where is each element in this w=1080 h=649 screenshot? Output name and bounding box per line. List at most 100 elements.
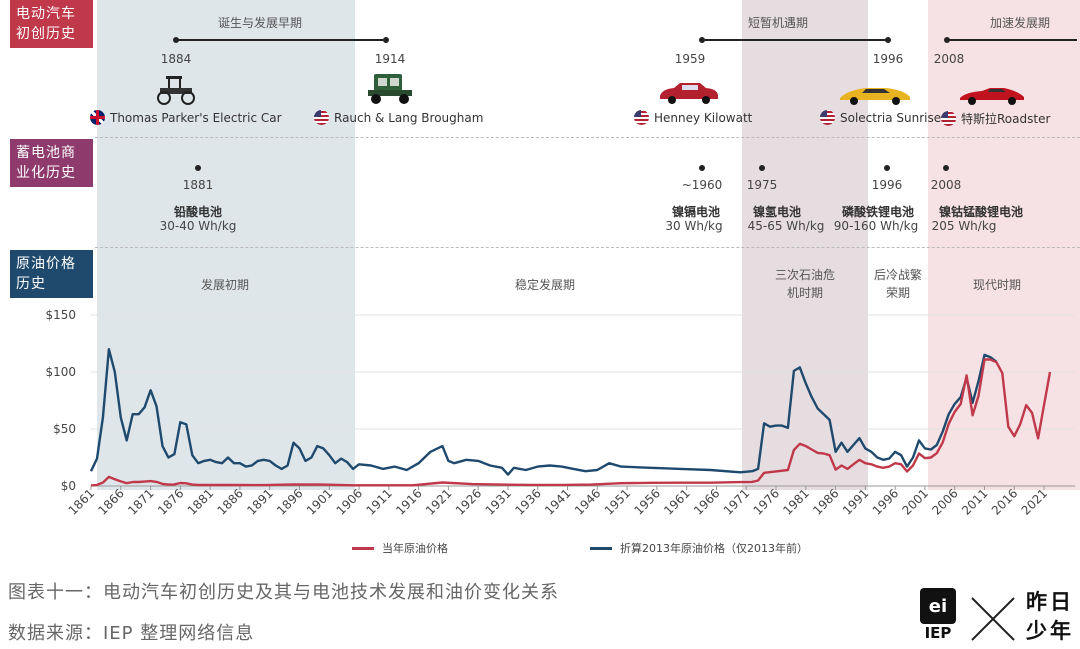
y-tick-label: $150 [45, 308, 76, 322]
ev-period-label: 诞生与发展早期 [217, 16, 302, 30]
battery-name: 镍氢电池 [752, 205, 802, 219]
ev-period-label: 短暂机遇期 [747, 16, 808, 30]
battery-spec: 45-65 Wh/kg [747, 219, 825, 233]
x-tick-label: 1876 [155, 486, 186, 517]
x-tick-label: 1881 [185, 486, 216, 517]
x-tick-label: 1911 [363, 486, 394, 517]
car-label: Solectria Sunrise [820, 110, 941, 125]
x-tick-label: 1976 [751, 486, 782, 517]
cross-icon [971, 597, 1015, 641]
ev-start-year: 1884 [160, 52, 192, 66]
battery-dot [943, 165, 949, 171]
x-tick-label: 2016 [989, 486, 1020, 517]
us-flag-icon [634, 110, 649, 125]
row-separator [95, 247, 1080, 248]
band-crisis [742, 0, 868, 490]
brougham-car-icon [368, 74, 412, 104]
x-tick-label: 1961 [661, 486, 692, 517]
uk-flag-icon [90, 110, 105, 125]
battery-dot [884, 165, 890, 171]
vintage-car-icon [157, 76, 195, 105]
car-name: Solectria Sunrise [840, 110, 942, 125]
battery-name: 磷酸铁锂电池 [841, 205, 915, 219]
car-name: Rauch & Lang Brougham [334, 110, 484, 125]
battery-spec: 90-160 Wh/kg [833, 219, 919, 233]
figure-caption: 图表十一：电动汽车初创历史及其与电池技术发展和油价变化关系 [8, 582, 559, 603]
x-tick-label: 1891 [244, 486, 275, 517]
ev-start-year: 2008 [933, 52, 965, 66]
x-tick-label: 1871 [125, 486, 156, 517]
x-tick-label: 1886 [215, 486, 246, 517]
timeline-line [702, 39, 888, 41]
legend-swatch [352, 546, 374, 550]
row-label-battery: 蓄电池商业化历史 [10, 139, 93, 187]
y-tick-label: $0 [61, 479, 76, 493]
x-tick-label: 1906 [334, 486, 365, 517]
series-line-real [89, 348, 998, 476]
us-flag-icon [820, 110, 835, 125]
x-tick-label: 2021 [1019, 486, 1050, 517]
battery-dot [699, 165, 705, 171]
battery-name: 镍钴锰酸锂电池 [938, 205, 1024, 219]
x-tick-label: 1916 [393, 486, 424, 517]
oil-period-label: 发展初期 [200, 278, 249, 292]
iep-logo: ei IEP [920, 588, 960, 644]
oil-period-label: 稳定发展期 [514, 278, 575, 292]
timeline-dot [173, 37, 179, 43]
x-tick-label: 2006 [929, 486, 960, 517]
row-label-ev: 电动汽车初创历史 [10, 0, 93, 48]
legend-label: 当年原油价格 [382, 542, 448, 555]
x-tick-label: 1946 [572, 486, 603, 517]
ev-end-year: 1996 [872, 52, 904, 66]
brand-name: 昨日少年 [1026, 590, 1074, 643]
car-label: Henney Kilowatt [634, 110, 752, 125]
us-flag-icon [314, 110, 329, 125]
data-source: 数据来源：IEP 整理网络信息 [8, 623, 255, 644]
row-label-oil: 原油价格历史 [10, 250, 93, 298]
timeline-dot [885, 37, 891, 43]
x-tick-label: 1896 [274, 486, 305, 517]
y-tick-label: $100 [45, 365, 76, 379]
legend-swatch [590, 546, 612, 550]
ev-start-year: 1959 [674, 52, 706, 66]
x-tick-label: 1991 [840, 486, 871, 517]
battery-year: 2008 [930, 178, 962, 192]
battery-year: 1881 [182, 178, 214, 192]
battery-spec: 205 Wh/kg [931, 219, 997, 233]
x-tick-label: 2001 [900, 486, 931, 517]
x-tick-label: 1926 [453, 486, 484, 517]
x-tick-label: 1901 [304, 486, 335, 517]
x-tick-label: 1921 [423, 486, 454, 517]
row-separator [95, 137, 1080, 138]
timeline-line [176, 39, 386, 41]
battery-spec: 30-40 Wh/kg [159, 219, 237, 233]
red-sedan-icon [660, 83, 718, 104]
legend-item-real: 折算2013年原油价格（仅2013年前） [590, 540, 808, 556]
oil-price-chart: $0$50$100$150186118661871187618811886189… [45, 308, 1075, 518]
iep-logo-text: IEP [924, 624, 952, 642]
car-name: Thomas Parker's Electric Car [110, 110, 282, 125]
x-tick-label: 1971 [721, 486, 752, 517]
battery-dot [195, 165, 201, 171]
car-label: Rauch & Lang Brougham [314, 110, 483, 125]
car-name: Henney Kilowatt [654, 110, 753, 125]
legend-item-nominal: 当年原油价格 [352, 540, 448, 556]
us-flag-icon [941, 111, 956, 126]
battery-name: 镍镉电池 [671, 205, 721, 219]
x-tick-label: 1951 [602, 486, 633, 517]
series-line-nominal [90, 358, 1052, 487]
x-tick-label: 1996 [870, 486, 901, 517]
oil-period-label: 三次石油危 机时期 [774, 268, 835, 300]
battery-name: 铅酸电池 [173, 205, 223, 219]
yellow-car-icon [840, 88, 910, 105]
red-roadster-icon [960, 88, 1024, 105]
x-tick-label: 1986 [810, 486, 841, 517]
x-tick-label: 1981 [780, 486, 811, 517]
legend-label: 折算2013年原油价格（仅2013年前） [620, 542, 808, 555]
band-early [97, 0, 355, 490]
x-tick-label: 1931 [483, 486, 514, 517]
timeline-dot [944, 37, 950, 43]
car-label: 特斯拉Roadster [941, 110, 1050, 127]
car-name: 特斯拉Roadster [961, 112, 1051, 126]
oil-period-label: 现代时期 [972, 278, 1021, 292]
